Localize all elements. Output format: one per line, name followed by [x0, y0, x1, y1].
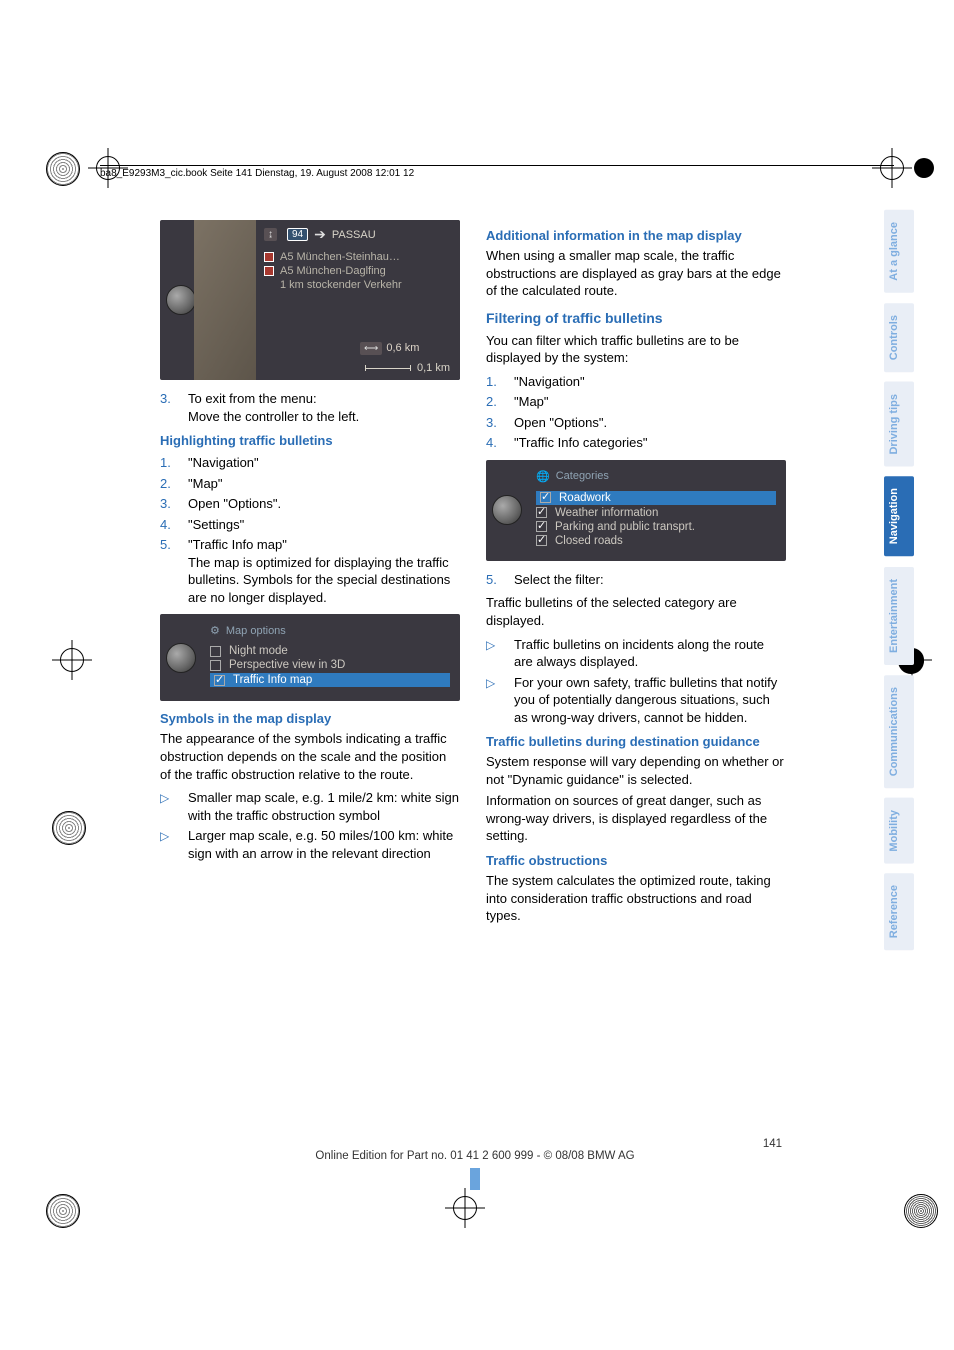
idrive-knob-icon	[492, 495, 522, 525]
option-label: Traffic Info map	[233, 674, 312, 686]
footer-tick-icon	[470, 1168, 480, 1190]
option-label: Closed roads	[555, 535, 623, 547]
step-text: "Navigation"	[514, 373, 585, 391]
bullet-text: Traffic bulletins on incidents along the…	[514, 636, 786, 671]
traffic-text: A5 München-Daglfing	[280, 265, 386, 277]
tab-communications[interactable]: Communications	[884, 675, 914, 788]
step-text: "Traffic Info map" The map is optimized …	[188, 536, 460, 606]
bullet-icon	[486, 636, 504, 671]
step-text: To exit from the menu: Move the controll…	[188, 390, 359, 425]
panel-title: Categories	[556, 470, 609, 482]
tab-mobility[interactable]: Mobility	[884, 798, 914, 864]
traffic-text: A5 München-Steinhau…	[280, 251, 400, 263]
option-label: Weather information	[555, 507, 658, 519]
scroll-icon: ⟷	[360, 342, 382, 355]
obstructions-paragraph: The system calculates the optimized rout…	[486, 872, 786, 925]
filter-after-paragraph: Traffic bulletins of the selected catego…	[486, 594, 786, 629]
symbols-paragraph: The appearance of the symbols indicating…	[160, 730, 460, 783]
symbol-bullets: Smaller map scale, e.g. 1 mile/2 km: whi…	[160, 789, 460, 862]
bullet-text: Smaller map scale, e.g. 1 mile/2 km: whi…	[188, 789, 460, 824]
heading-during-guidance: Traffic bulletins during destination gui…	[486, 734, 786, 749]
tab-controls[interactable]: Controls	[884, 303, 914, 372]
checkbox-icon	[210, 660, 221, 671]
step-text: "Map"	[514, 393, 549, 411]
filter-steps: 1."Navigation" 2."Map" 3.Open "Options".…	[486, 373, 786, 452]
distance-label: 0,6 km	[386, 342, 419, 354]
step-text: "Map"	[188, 475, 223, 493]
option-label: Perspective view in 3D	[229, 659, 345, 671]
heading-highlight: Highlighting traffic bulletins	[160, 433, 460, 448]
checkbox-icon	[536, 521, 547, 532]
tab-reference[interactable]: Reference	[884, 873, 914, 950]
step-text: "Traffic Info categories"	[514, 434, 648, 452]
checkbox-icon	[536, 535, 547, 546]
idrive-knob-icon	[166, 643, 196, 673]
map-screenshot: ↨ 94 ➔ PASSAU A5 München-Steinhau… A5 Mü…	[160, 220, 460, 380]
traffic-icon	[264, 252, 274, 262]
filtering-paragraph: You can filter which traffic bulletins a…	[486, 332, 786, 367]
heading-symbols: Symbols in the map display	[160, 711, 460, 726]
tab-at-a-glance[interactable]: At a glance	[884, 210, 914, 293]
during-p1: System response will vary depending on w…	[486, 753, 786, 788]
step-text: Open "Options".	[514, 414, 607, 432]
option-label: Night mode	[229, 645, 288, 657]
tab-driving-tips[interactable]: Driving tips	[884, 382, 914, 467]
step-text: "Navigation"	[188, 454, 259, 472]
checkbox-icon	[210, 646, 221, 657]
tab-navigation[interactable]: Navigation	[884, 476, 914, 556]
checkbox-icon	[214, 675, 225, 686]
scroll-icon: ↨	[264, 228, 277, 241]
idrive-knob-icon	[166, 285, 196, 315]
checkbox-icon	[536, 507, 547, 518]
highlight-steps: 1."Navigation" 2."Map" 3.Open "Options".…	[160, 454, 460, 606]
traffic-icon: 🌐	[536, 470, 550, 483]
checkbox-icon	[540, 492, 551, 503]
heading-additional-info: Additional information in the map displa…	[486, 228, 786, 243]
panel-title: Map options	[226, 625, 286, 637]
section-tabs: At a glance Controls Driving tips Naviga…	[884, 210, 914, 951]
bullet-icon	[160, 827, 178, 862]
print-header: ba8_E9293M3_cic.book Seite 141 Dienstag,…	[100, 165, 894, 179]
categories-screenshot: 🌐 Categories Roadwork Weather information…	[486, 460, 786, 561]
tab-entertainment[interactable]: Entertainment	[884, 567, 914, 665]
arrow-right-icon: ➔	[314, 226, 326, 243]
destination-label: PASSAU	[332, 229, 376, 241]
header-text: ba8_E9293M3_cic.book Seite 141 Dienstag,…	[100, 168, 414, 179]
route-badge: 94	[287, 228, 308, 241]
heading-filtering: Filtering of traffic bulletins	[486, 310, 786, 326]
step-text: Open "Options".	[188, 495, 281, 513]
option-label: Roadwork	[559, 492, 611, 504]
map-options-screenshot: ⚙ Map options Night mode Perspective view…	[160, 614, 460, 701]
gear-icon: ⚙	[210, 624, 220, 637]
filter-bullets: Traffic bulletins on incidents along the…	[486, 636, 786, 727]
option-label: Parking and public transprt.	[555, 521, 695, 533]
step-number: 3.	[160, 390, 178, 425]
left-column: ↨ 94 ➔ PASSAU A5 München-Steinhau… A5 Mü…	[160, 220, 460, 929]
bullet-text: For your own safety, traffic bulletins t…	[514, 674, 786, 727]
bullet-text: Larger map scale, e.g. 50 miles/100 km: …	[188, 827, 460, 862]
footer-text: Online Edition for Part no. 01 41 2 600 …	[160, 1150, 790, 1162]
scale-label: 0,1 km	[417, 362, 450, 374]
traffic-icon	[264, 266, 274, 276]
additional-info-paragraph: When using a smaller map scale, the traf…	[486, 247, 786, 300]
traffic-text: 1 km stockender Verkehr	[280, 279, 402, 291]
bullet-icon	[486, 674, 504, 727]
step-text: Select the filter:	[514, 571, 604, 589]
step-text: "Settings"	[188, 516, 244, 534]
page-footer: 141 Online Edition for Part no. 01 41 2 …	[160, 1138, 790, 1190]
page-number: 141	[160, 1138, 790, 1150]
during-p2: Information on sources of great danger, …	[486, 792, 786, 845]
heading-obstructions: Traffic obstructions	[486, 853, 786, 868]
bullet-icon	[160, 789, 178, 824]
right-column: Additional information in the map displa…	[486, 220, 786, 929]
